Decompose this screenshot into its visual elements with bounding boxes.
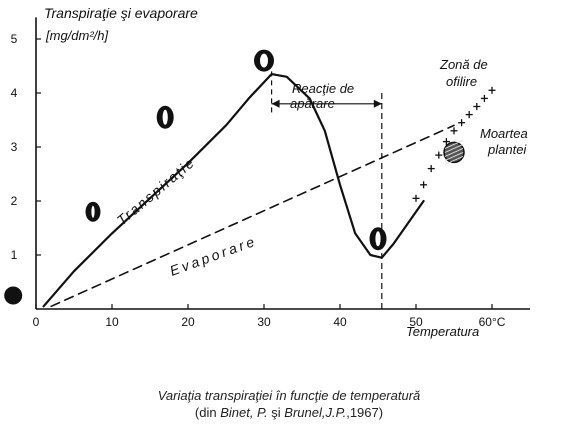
y-tick-label: 3 [11,140,18,154]
y-axis-unit: [mg/dm²/h] [45,28,109,43]
caption-prefix: (din [194,405,221,420]
chart-axes: 0 10 20 30 40 50 60°C 1 2 3 4 5 [11,17,530,329]
reaction-label-line2: apărare [290,96,335,111]
stoma-dead-hatch [444,155,464,165]
wilting-zone-label-line1: Zonă de [439,57,488,72]
stoma-dead-hatch [444,147,464,157]
x-tick-label: 40 [333,315,347,329]
y-tick-label: 2 [11,194,18,208]
stoma-dead-hatch [444,143,464,153]
y-axis-title: Transpiraţie şi evaporare [44,5,198,21]
evaporation-curve-label: Evaporare [168,232,260,278]
transpiration-chart: 0 10 20 30 40 50 60°C 1 2 3 4 5 TranspiraţieEvapora… [4,5,530,339]
x-tick-label: 60°C [479,315,506,329]
x-tick-label: 10 [105,315,119,329]
stoma-dead-hatch [444,139,464,149]
plant-death-label-line1: Moartea [480,126,528,141]
y-tick-label: 5 [11,32,18,46]
stoma-closed-icon [4,286,23,305]
transpiration-line [42,73,425,308]
stoma-pore [91,205,95,218]
caption-suffix: ,1967) [346,405,384,420]
x-axis-title: Temperatura [406,324,479,339]
plant-death-label-line2: plantei [487,142,527,157]
stoma-pore [375,231,381,247]
caption-author-brunel: Brunel,J.P. [284,405,347,420]
x-tick-label: 30 [257,315,271,329]
x-tick-label: 50 [409,315,423,329]
reaction-arrow-head-left [271,99,280,108]
transpiration-curve-label: Transpiraţie [114,154,199,229]
y-tick-label: 1 [11,248,18,262]
reaction-arrow-head-right [373,99,382,108]
chart-markers [4,49,465,305]
reaction-label-line1: Reacţie de [292,81,354,96]
evaporation-line [50,124,455,308]
figure-caption-title: Variaţia transpiraţiei în funcţie de tem… [157,388,421,403]
caption-mid: şi [267,405,285,420]
figure-caption-source: (din Binet, P. şi Brunel,J.P.,1967) [0,405,578,420]
caption-author-binet: Binet, P. [220,405,268,420]
chart-labels: Transpiraţie şi evaporare [mg/dm²/h] Tem… [44,5,528,339]
y-tick-label: 4 [11,86,18,100]
wilting-zone-label-line2: ofilire [446,74,477,89]
stoma-pore [162,109,168,125]
x-tick-label: 0 [33,315,40,329]
x-tick-label: 20 [181,315,195,329]
stoma-dead-hatch [444,151,464,161]
stoma-pore [260,53,268,68]
